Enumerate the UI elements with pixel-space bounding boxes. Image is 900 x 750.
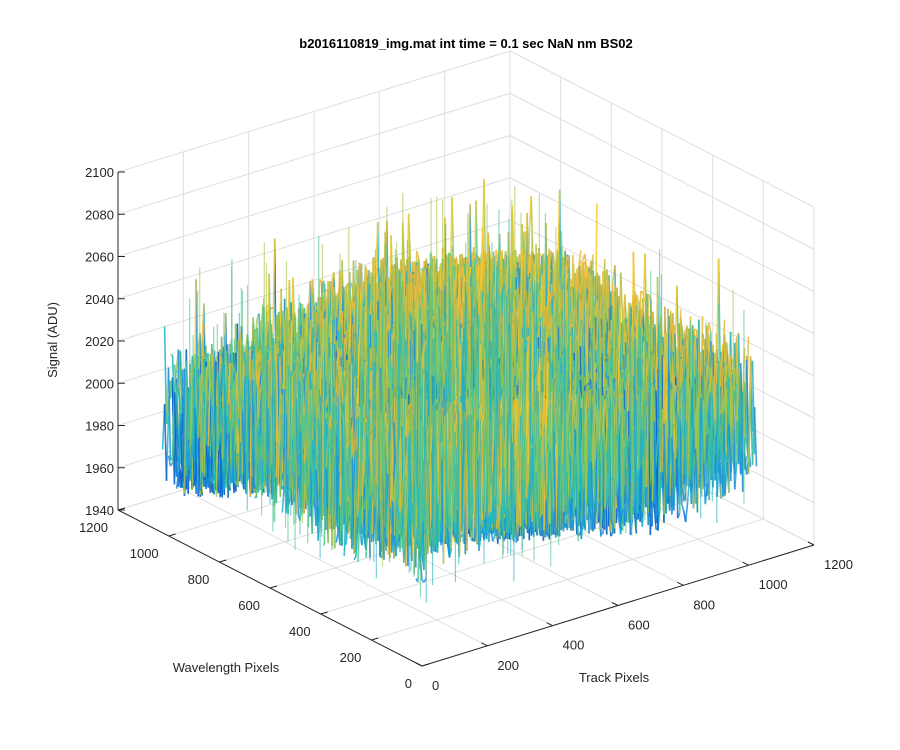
surface-mesh — [161, 179, 758, 603]
x-tick-mark — [677, 581, 684, 586]
x-tick-label: 200 — [497, 658, 519, 673]
x-tick-label: 0 — [432, 678, 439, 693]
x-tick-mark — [742, 561, 749, 566]
z-tick-label: 2060 — [85, 250, 114, 265]
surface-row-line — [642, 253, 646, 321]
x-tick-mark — [611, 602, 619, 606]
surface-row-line — [655, 467, 659, 531]
y-tick-label: 200 — [340, 650, 362, 665]
x-tick-label: 800 — [693, 597, 715, 612]
x-tick-mark — [807, 541, 815, 546]
x-tick-label: 600 — [628, 618, 650, 633]
y-tick-mark — [117, 507, 126, 511]
z-tick-label: 2100 — [85, 165, 114, 180]
z-tick-label: 1940 — [85, 503, 114, 518]
x-axis-label: Track Pixels — [579, 670, 650, 685]
z-tick-label: 1980 — [85, 419, 114, 434]
z-tick-label: 2040 — [85, 292, 114, 307]
y-tick-label: 600 — [238, 598, 260, 613]
z-tick-label: 2000 — [85, 376, 114, 391]
z-tick-label: 2080 — [85, 207, 114, 222]
x-tick-mark — [481, 642, 488, 647]
grid-line — [371, 518, 764, 641]
y-tick-mark — [219, 559, 227, 563]
y-tick-label: 400 — [289, 624, 311, 639]
z-tick-label: 2020 — [85, 334, 114, 349]
chart-title: b2016110819_img.mat int time = 0.1 sec N… — [299, 36, 632, 51]
y-tick-label: 1200 — [79, 520, 108, 535]
surface-row-line — [356, 328, 361, 404]
surface-row-line — [374, 222, 379, 289]
y-tick-mark — [269, 585, 278, 589]
y-tick-mark — [168, 533, 176, 537]
y-tick-mark — [421, 663, 430, 667]
x-tick-label: 1200 — [824, 557, 853, 572]
y-tick-mark — [320, 611, 328, 615]
y-tick-label: 800 — [188, 572, 210, 587]
ticks: 1940196019802000202020402060208021000200… — [79, 165, 853, 693]
y-tick-mark — [371, 637, 379, 641]
y-tick-label: 1000 — [130, 546, 159, 561]
x-tick-mark — [415, 662, 423, 667]
y-axis-label: Wavelength Pixels — [173, 660, 280, 675]
y-tick-label: 0 — [405, 676, 412, 691]
x-tick-label: 1000 — [759, 577, 788, 592]
x-tick-label: 400 — [563, 638, 585, 653]
x-tick-mark — [546, 622, 553, 627]
z-axis-label: Signal (ADU) — [45, 302, 60, 378]
z-tick-label: 1960 — [85, 461, 114, 476]
